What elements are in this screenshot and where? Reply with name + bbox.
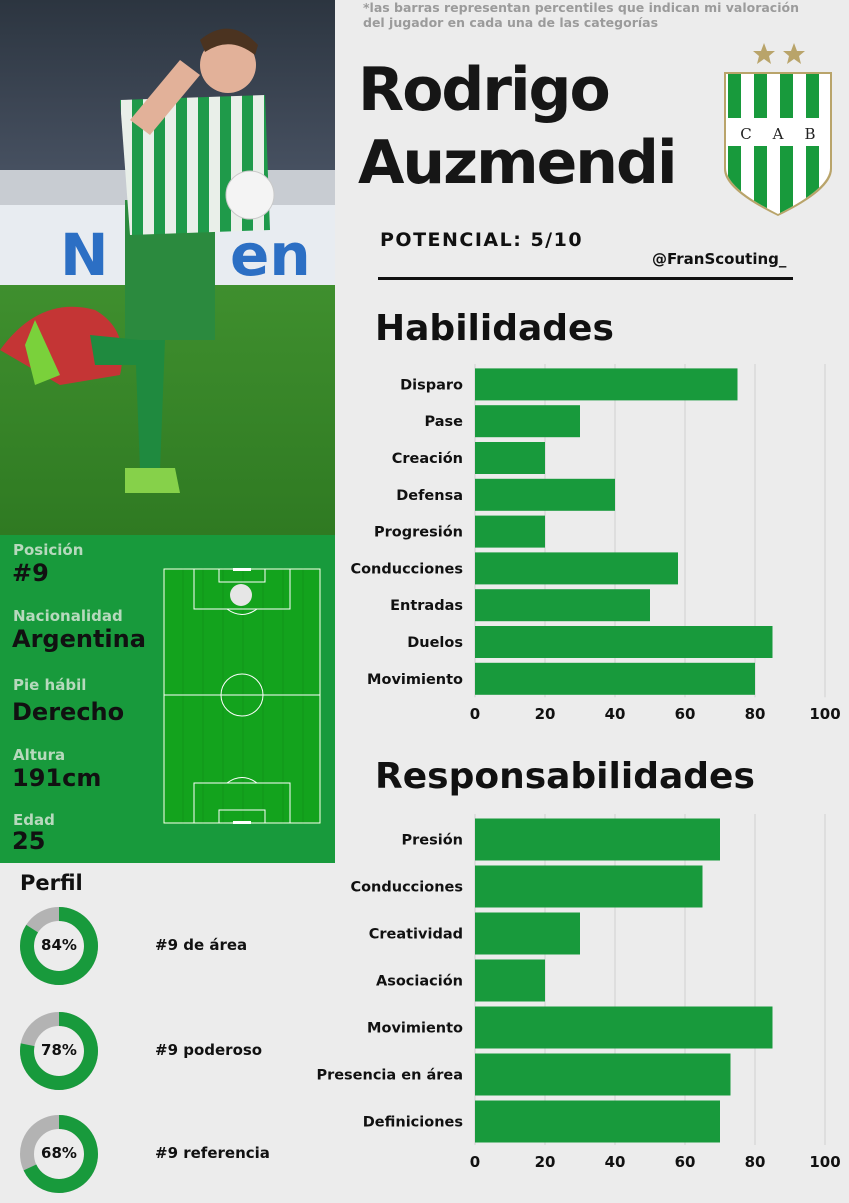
skills-bar-chart: 0 20 40 60 80 100 Disparo Pase Creación Defensa Pr… <box>300 360 849 723</box>
profile-percent: 84% <box>41 936 77 954</box>
category-label: Asociación <box>376 974 463 990</box>
star-icon <box>753 43 775 64</box>
bar <box>475 589 650 622</box>
percentile-note: *las barras representan percentiles que … <box>363 0 799 30</box>
position-pitch-diagram <box>163 568 321 824</box>
bar <box>475 552 678 585</box>
header-divider <box>378 277 793 280</box>
category-label: Creación <box>392 451 463 467</box>
position-label: Posición <box>13 541 84 559</box>
player-photo-illustration: N en <box>0 0 335 535</box>
svg-text:N: N <box>60 221 109 289</box>
bar <box>475 368 738 401</box>
bar <box>475 405 580 438</box>
x-tick-label: 100 <box>809 705 840 720</box>
skills-title: Habilidades <box>375 308 614 349</box>
bar <box>475 1006 773 1049</box>
profile-donut-fill <box>20 1012 98 1090</box>
club-crest: C A B <box>724 43 832 216</box>
svg-text:en: en <box>230 221 311 289</box>
profile-item: 68% #9 referencia <box>0 1113 335 1203</box>
x-tick-label: 80 <box>745 1153 766 1170</box>
profile-label: #9 de área <box>155 936 248 954</box>
category-label: Movimiento <box>367 1021 463 1037</box>
profile-donut-chart <box>20 1115 98 1193</box>
x-tick-label: 0 <box>470 1153 480 1170</box>
profile-percent: 78% <box>41 1041 77 1059</box>
x-tick-label: 20 <box>535 1153 556 1170</box>
category-label: Conducciones <box>350 561 463 577</box>
profile-donut-chart <box>20 1012 98 1090</box>
height-label: Altura <box>13 746 66 764</box>
profile-item: 84% #9 de área <box>0 905 335 995</box>
bar <box>475 662 755 695</box>
x-tick-label: 20 <box>535 705 556 720</box>
nationality-label: Nacionalidad <box>13 607 123 625</box>
foot-label: Pie hábil <box>13 676 87 694</box>
x-tick-label: 0 <box>470 705 480 720</box>
profile-percent: 68% <box>41 1144 77 1162</box>
age-label: Edad <box>13 811 55 829</box>
category-label: Definiciones <box>363 1115 463 1131</box>
position-heat-marker <box>230 584 252 606</box>
crest-letter: B <box>804 125 815 143</box>
profile-label: #9 poderoso <box>155 1041 263 1059</box>
profile-label: #9 referencia <box>155 1144 270 1162</box>
profile-item: 78% #9 poderoso <box>0 1010 335 1100</box>
bar <box>475 865 703 908</box>
profile-donut-fill <box>20 907 98 985</box>
profile-title: Perfil <box>20 871 83 895</box>
foot-value: Derecho <box>12 698 125 726</box>
category-label: Defensa <box>396 488 463 504</box>
star-icon <box>783 43 805 64</box>
bar <box>475 626 773 658</box>
x-tick-label: 60 <box>675 705 696 720</box>
bar <box>475 1100 720 1143</box>
bar <box>475 515 545 548</box>
x-tick-label: 80 <box>745 705 766 720</box>
category-label: Pase <box>425 414 464 430</box>
responsibilities-title: Responsabilidades <box>375 756 755 797</box>
category-label: Movimiento <box>367 672 463 688</box>
nationality-value: Argentina <box>12 625 146 653</box>
bar <box>475 959 545 1002</box>
age-value: 25 <box>12 827 46 855</box>
crest-letter: A <box>772 125 784 143</box>
bar <box>475 818 720 861</box>
category-label: Entradas <box>390 598 463 614</box>
category-label: Conducciones <box>350 880 463 896</box>
category-label: Disparo <box>400 377 463 393</box>
category-label: Progresión <box>374 525 463 541</box>
crest-letter: C <box>740 125 751 143</box>
category-label: Presión <box>402 833 464 849</box>
height-value: 191cm <box>12 764 102 792</box>
category-label: Duelos <box>407 635 463 651</box>
profile-donut-chart <box>20 907 98 985</box>
x-tick-label: 60 <box>675 1153 696 1170</box>
bar <box>475 912 580 955</box>
bar <box>475 478 615 511</box>
player-last-name: Auzmendi <box>358 128 678 198</box>
position-value: #9 <box>12 559 49 587</box>
x-tick-label: 40 <box>605 1153 626 1170</box>
category-label: Creatividad <box>369 927 463 943</box>
responsibilities-bar-chart: 0 20 40 60 80 100 Presión Conducciones Creativid… <box>300 810 849 1171</box>
category-label: Presencia en área <box>316 1068 463 1084</box>
player-first-name: Rodrigo <box>358 55 611 125</box>
player-photo: N en <box>0 0 335 535</box>
profile-donut-fill <box>20 1115 98 1193</box>
author-handle: @FranScouting_ <box>652 250 787 268</box>
bar <box>475 442 545 474</box>
bar <box>475 1053 731 1096</box>
x-tick-label: 100 <box>809 1153 840 1170</box>
x-tick-label: 40 <box>605 705 626 720</box>
potential-rating: POTENCIAL: 5/10 <box>380 229 584 251</box>
